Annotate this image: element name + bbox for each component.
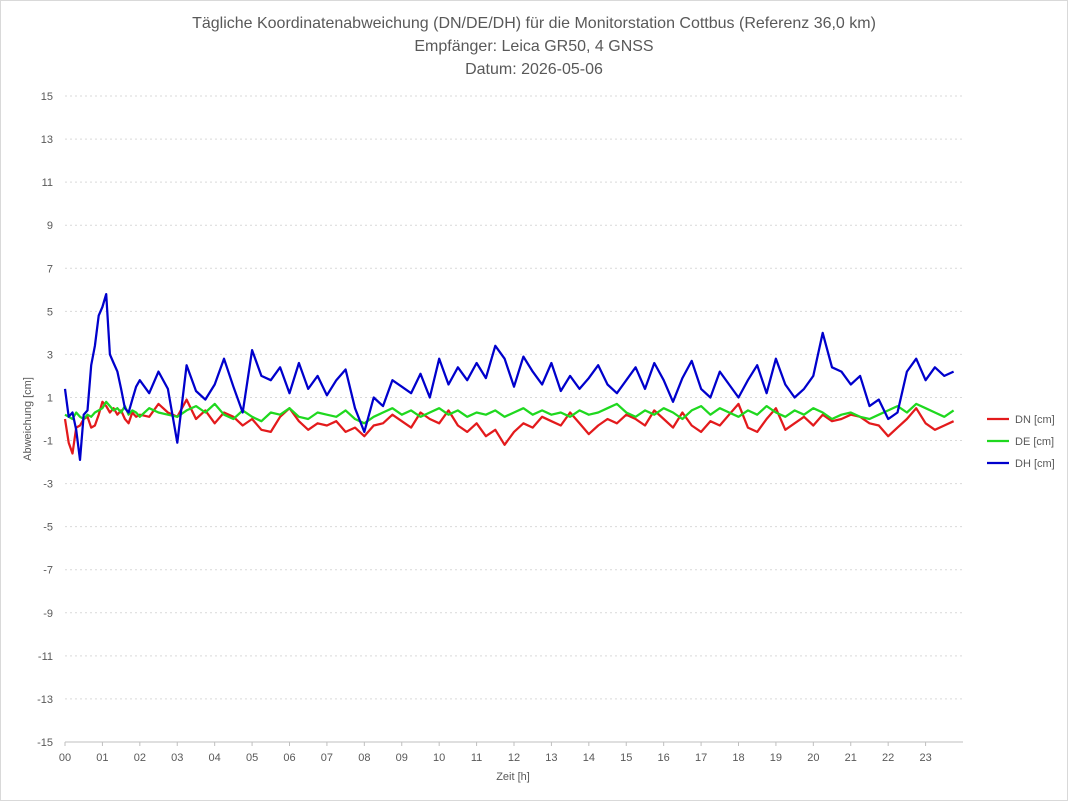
x-tick-label: 12 <box>508 752 520 764</box>
x-tick-label: 16 <box>658 752 670 764</box>
x-tick-label: 21 <box>845 752 857 764</box>
y-tick-label: -1 <box>43 436 53 448</box>
x-tick-label: 02 <box>134 752 146 764</box>
chart-title-line-2: Empfänger: Leica GR50, 4 GNSS <box>414 38 653 55</box>
x-tick-label: 23 <box>919 752 931 764</box>
y-tick-label: -7 <box>43 565 53 577</box>
y-tick-label: -11 <box>38 651 53 663</box>
chart-title: Tägliche Koordinatenabweichung (DN/DE/DH… <box>192 15 876 78</box>
x-tick-label: 22 <box>882 752 894 764</box>
x-tick-label: 07 <box>321 752 333 764</box>
y-tick-label: -9 <box>43 608 53 620</box>
legend-label: DE [cm] <box>1015 436 1054 448</box>
y-tick-label: 5 <box>47 306 53 318</box>
legend-label: DN [cm] <box>1015 414 1055 426</box>
x-tick-label: 15 <box>620 752 632 764</box>
chart-title-line-3: Datum: 2026-05-06 <box>465 61 603 78</box>
legend-label: DH [cm] <box>1015 458 1055 470</box>
x-tick-label: 20 <box>807 752 819 764</box>
x-tick-label: 09 <box>396 752 408 764</box>
x-tick-label: 03 <box>171 752 183 764</box>
x-tick-label: 14 <box>583 752 595 764</box>
y-tick-label: -15 <box>37 737 53 749</box>
x-tick-label: 19 <box>770 752 782 764</box>
x-axis-ticks: 00 01 02 03 04 05 06 07 08 09 10 11 12 13 14 15 16 17 18 19… <box>59 742 932 764</box>
series-line-de <box>64 400 955 425</box>
y-axis-ticks: 15 13 11 9 7 5 3 1 -1 -3 -5 -7 -9 -11 -13 -15 <box>37 91 53 749</box>
series-line-dh <box>63 292 955 462</box>
series-line-dn <box>63 398 955 455</box>
y-tick-label: -5 <box>43 522 53 534</box>
x-tick-label: 06 <box>283 752 295 764</box>
x-tick-label: 18 <box>732 752 744 764</box>
y-tick-label: 3 <box>47 349 53 361</box>
y-tick-label: 15 <box>41 91 53 103</box>
x-tick-label: 11 <box>471 752 482 764</box>
y-tick-label: -13 <box>37 694 53 706</box>
y-tick-label: 13 <box>41 134 53 146</box>
x-tick-label: 10 <box>433 752 445 764</box>
y-tick-label: 9 <box>47 220 53 232</box>
gridlines <box>65 95 963 700</box>
x-tick-label: 04 <box>209 752 221 764</box>
series-lines <box>63 292 955 462</box>
x-tick-label: 01 <box>96 752 108 764</box>
y-tick-label: 7 <box>47 263 53 275</box>
x-tick-label: 05 <box>246 752 258 764</box>
legend: DN [cm] DE [cm] DH [cm] <box>987 414 1055 470</box>
x-tick-label: 17 <box>695 752 707 764</box>
chart-title-line-1: Tägliche Koordinatenabweichung (DN/DE/DH… <box>192 15 876 32</box>
x-tick-label: 00 <box>59 752 71 764</box>
x-axis-title: Zeit [h] <box>496 771 530 783</box>
y-tick-label: 1 <box>47 392 53 404</box>
x-tick-label: 13 <box>545 752 557 764</box>
y-axis-title: Abweichung [cm] <box>22 377 34 461</box>
y-tick-label: 11 <box>42 177 53 189</box>
x-tick-label: 08 <box>358 752 370 764</box>
y-tick-label: -3 <box>43 479 53 491</box>
